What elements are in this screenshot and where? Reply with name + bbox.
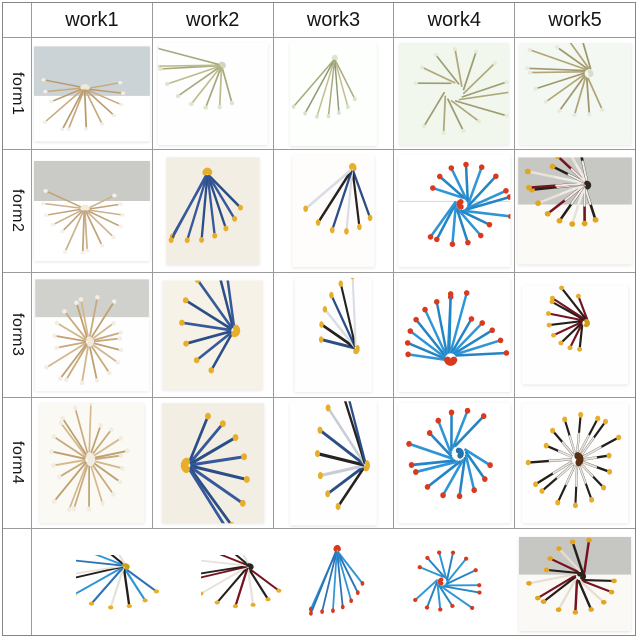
row-label-form4: form4 [3,398,31,528]
row-label-empty [3,529,31,635]
column-header-text: work4 [427,8,481,31]
column-header-text: work3 [306,8,361,31]
photo-form2-work5 [518,157,632,265]
photo-form1-work5 [519,42,631,145]
row-label-text: form1 [9,71,26,116]
photo-form4-work1 [39,403,145,523]
photo-form3-work3 [295,277,372,393]
row-label-text: form4 [9,441,26,485]
photo-form3-work4 [398,277,510,393]
photo-form4-work5 [522,403,628,523]
bottom-strip [32,529,635,635]
cell-form4-work2 [152,398,273,528]
row-label-text: form2 [9,189,26,233]
photo-form1-work4 [399,42,510,145]
cell-form3-work1 [32,273,152,397]
cell-form1-work3 [273,38,394,149]
photo-form4-work3 [290,401,377,525]
column-header-work3: work3 [273,3,394,37]
photo-form4-work2 [161,403,264,523]
photo-form3-work5 [522,285,628,385]
row-label-form3: form3 [3,273,31,397]
column-header-work1: work1 [32,3,152,37]
photo-form2-work4 [398,154,510,268]
column-header-work2: work2 [152,3,273,37]
cell-form2-work2 [152,150,273,272]
cell-form4-work1 [32,398,152,528]
photo-form2-work2 [165,157,260,265]
cell-form3-work3 [273,273,394,397]
photo-bottom-5 [518,537,631,631]
photo-form1-work2 [157,42,268,145]
column-header-text: work5 [548,8,602,31]
column-header-text: work1 [65,8,119,31]
cell-form1-work2 [152,38,273,149]
cell-form2-work5 [515,150,635,272]
cell-form3-work2 [152,273,273,397]
cell-form1-work5 [515,38,635,149]
photo-bottom-4 [399,547,485,629]
cell-form1-work4 [394,38,515,149]
photo-form4-work4 [398,403,510,523]
column-header-work5: work5 [515,3,635,37]
photo-bottom-3 [305,539,375,629]
cell-form4-work5 [515,398,635,528]
row-label-form2: form2 [3,150,31,272]
corner-cell [3,3,31,37]
photo-form1-work1 [33,45,150,142]
photo-form1-work3 [290,41,377,146]
cell-form1-work1 [32,38,152,149]
row-label-form1: form1 [3,38,31,149]
cell-form2-work3 [273,150,394,272]
photo-bottom-2 [201,555,297,629]
photo-form3-work2 [162,280,263,390]
cell-form3-work4 [394,273,515,397]
cell-form3-work5 [515,273,635,397]
photo-bottom-1 [76,555,174,629]
row-label-text: form3 [9,313,26,357]
cell-form4-work3 [273,398,394,528]
photo-form2-work1 [33,160,150,262]
column-header-work4: work4 [394,3,515,37]
photo-form3-work1 [34,279,149,391]
cell-form4-work4 [394,398,515,528]
cell-form2-work4 [394,150,515,272]
cell-form2-work1 [32,150,152,272]
photo-form2-work3 [292,154,375,268]
column-header-text: work2 [186,8,240,31]
